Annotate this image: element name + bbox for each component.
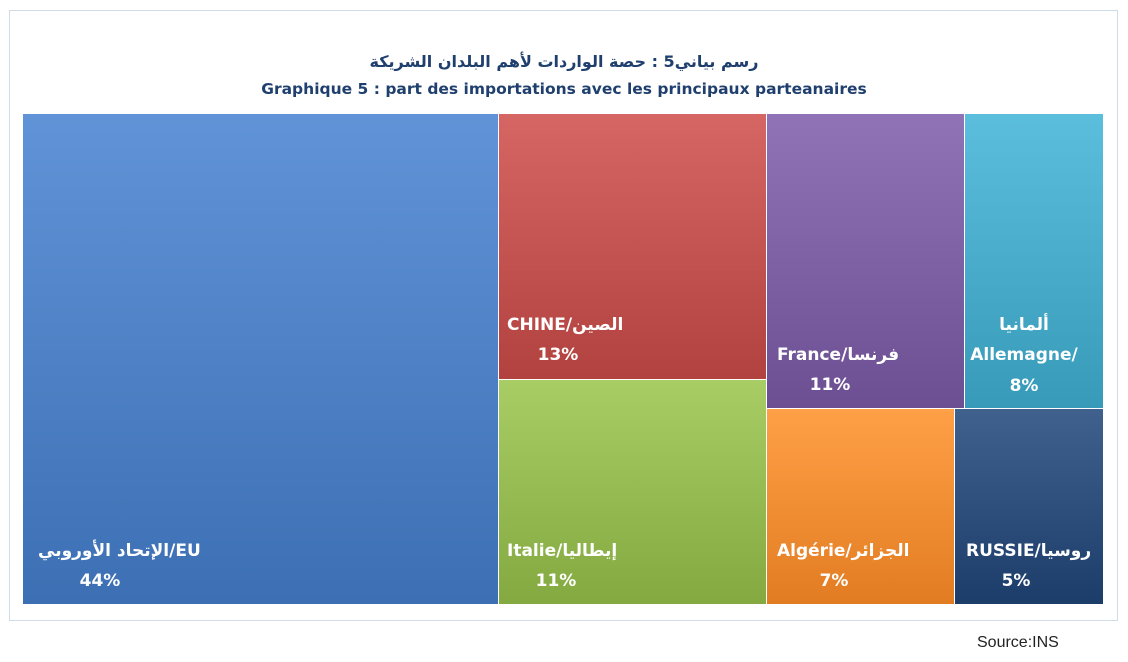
chart-title-arabic: رسم بياني5 : حصة الواردات لأهم البلدان ا… xyxy=(369,52,759,71)
tile-value-0: 44% xyxy=(80,571,121,591)
treemap-tile-4 xyxy=(767,409,954,604)
tile-value-2: 11% xyxy=(536,571,577,591)
tile-value-5: 8% xyxy=(1010,376,1039,396)
tile-label-6: RUSSIE/روسيا xyxy=(966,541,1091,561)
tile-value-3: 11% xyxy=(810,375,851,395)
treemap-tile-1 xyxy=(499,114,766,379)
tile-label-5-line-1: Allemagne/ xyxy=(970,345,1078,365)
treemap-tile-5 xyxy=(965,114,1103,408)
tile-label-0: الإتحاد الأوروبي/EU xyxy=(38,540,201,561)
treemap-tile-0 xyxy=(23,114,498,604)
tile-label-1: CHINE/الصين xyxy=(507,315,623,335)
tile-value-6: 5% xyxy=(1002,571,1031,591)
tile-label-4: Algérie/الجزائر xyxy=(777,541,909,561)
tile-value-4: 7% xyxy=(820,571,849,591)
tile-label-3: France/فرنسا xyxy=(777,345,899,365)
tile-label-2: Italie/إيطاليا xyxy=(507,541,617,561)
treemap-tile-6 xyxy=(955,409,1103,604)
treemap-tile-3 xyxy=(767,114,964,408)
tile-value-1: 13% xyxy=(538,345,579,365)
chart-title: Graphique 5 : part des importations avec… xyxy=(261,80,867,98)
treemap-tile-2 xyxy=(499,380,766,604)
tile-label-5-line-0: ألمانيا xyxy=(999,313,1049,335)
source-note: Source:INS xyxy=(977,634,1059,651)
